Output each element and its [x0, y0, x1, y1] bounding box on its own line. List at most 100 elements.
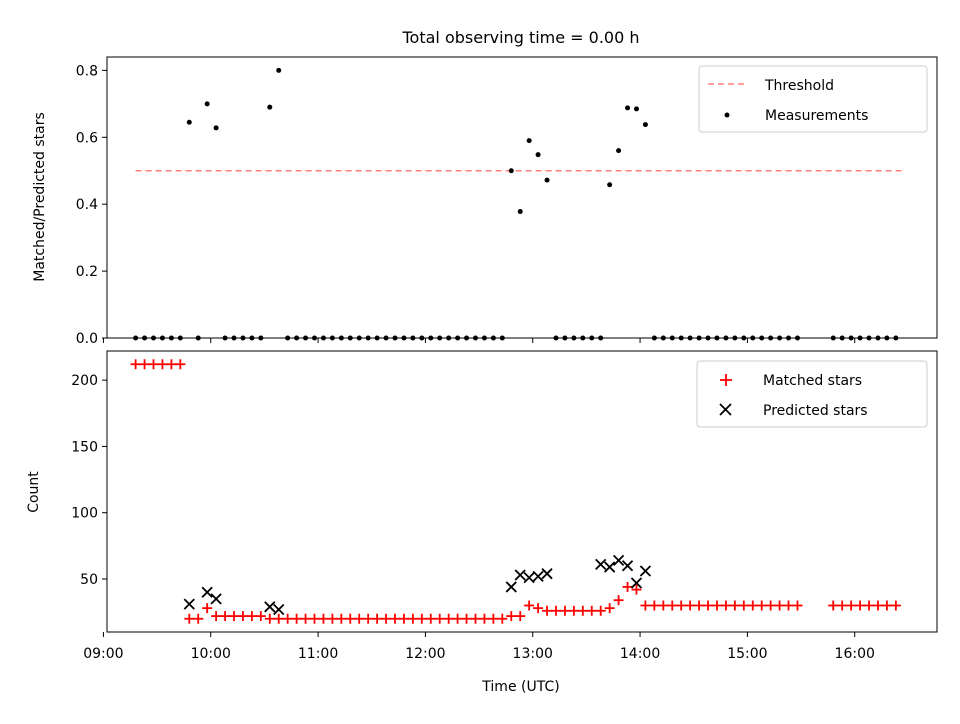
- legend-predicted-label: Predicted stars: [763, 403, 868, 419]
- matched-star-marker: [765, 600, 776, 611]
- matched-star-marker: [184, 613, 195, 624]
- top-legend-box: [698, 65, 928, 133]
- bottom-y-tick-label: 200: [71, 373, 98, 389]
- matched-star-marker: [515, 611, 526, 622]
- measurement-point: [535, 152, 541, 158]
- predicted-star-marker: [621, 560, 634, 572]
- measurement-point: [607, 182, 613, 188]
- predicted-star-marker: [612, 554, 625, 567]
- bottom-y-axis: 50 100 150 200: [71, 373, 107, 588]
- matched-star-marker: [837, 600, 848, 611]
- matched-star-marker: [318, 613, 329, 624]
- matched-star-marker: [345, 613, 356, 624]
- matched-star-marker: [166, 359, 177, 370]
- legend-measurements-label: Measurements: [765, 108, 868, 124]
- matched-star-marker: [220, 611, 231, 622]
- matched-star-marker: [372, 613, 383, 624]
- legend-measurements-swatch: [724, 112, 730, 118]
- measurement-point: [642, 122, 648, 128]
- matched-star-marker: [229, 611, 240, 622]
- measurement-point: [517, 209, 523, 215]
- matched-star-marker: [649, 600, 660, 611]
- matched-star-marker: [855, 600, 866, 611]
- matched-star-marker: [130, 359, 141, 370]
- matched-star-marker: [828, 600, 839, 611]
- matched-star-marker: [738, 600, 749, 611]
- matched-star-marker: [309, 613, 320, 624]
- bottom-y-tick-label: 100: [71, 506, 98, 522]
- bottom-legend: Matched stars Predicted stars: [696, 360, 928, 428]
- matched-star-marker: [452, 613, 463, 624]
- bottom-x-axis: 09:00 10:00 11:00 12:00 13:00 14:00 15:00 16:00: [83, 632, 875, 662]
- matched-star-marker: [550, 605, 561, 616]
- matched-star-marker: [703, 600, 714, 611]
- matched-star-marker: [542, 605, 553, 616]
- x-tick-label: 11:00: [298, 646, 338, 662]
- measurement-point: [213, 125, 219, 131]
- legend-matched-label: Matched stars: [763, 373, 862, 389]
- matched-star-marker: [389, 613, 400, 624]
- matched-star-marker: [533, 603, 544, 614]
- matched-star-marker: [354, 613, 365, 624]
- matched-star-marker: [506, 611, 517, 622]
- matched-star-marker: [148, 359, 159, 370]
- top-y-tick-label: 0.2: [76, 264, 98, 280]
- predicted-stars-points: [183, 554, 652, 616]
- matched-star-marker: [461, 613, 472, 624]
- matched-star-marker: [407, 613, 418, 624]
- matched-star-marker: [291, 613, 302, 624]
- x-tick-label: 10:00: [191, 646, 231, 662]
- bottom-y-tick-label: 50: [80, 572, 98, 588]
- matched-star-marker: [470, 613, 481, 624]
- measurement-point: [204, 101, 210, 107]
- matched-star-marker: [246, 611, 257, 622]
- x-tick-label: 13:00: [513, 646, 553, 662]
- top-x-axis-ticks: [102, 338, 856, 343]
- predicted-star-marker: [514, 569, 526, 581]
- matched-star-marker: [300, 613, 311, 624]
- matched-star-marker: [381, 613, 392, 624]
- measurement-point: [633, 106, 639, 112]
- matched-star-marker: [416, 613, 427, 624]
- matched-star-marker: [783, 600, 794, 611]
- predicted-star-marker: [183, 598, 195, 610]
- matched-stars-points: [130, 359, 901, 624]
- predicted-star-marker: [201, 586, 213, 598]
- matched-star-marker: [774, 600, 785, 611]
- bottom-y-tick-label: 150: [71, 439, 98, 455]
- matched-star-marker: [720, 600, 731, 611]
- measurement-point: [544, 177, 550, 183]
- matched-star-marker: [622, 581, 633, 592]
- matched-star-marker: [157, 359, 168, 370]
- matched-star-marker: [667, 600, 678, 611]
- measurement-point: [616, 148, 622, 154]
- matched-star-marker: [872, 600, 883, 611]
- top-plot-frame: [106, 56, 938, 339]
- matched-star-marker: [255, 611, 266, 622]
- bottom-panel: 50 100 150 200 09:00 10:00 11:00 12:00 13:00 14:…: [26, 350, 938, 695]
- bottom-legend-box: [696, 360, 928, 428]
- measurement-point: [276, 67, 282, 73]
- top-y-tick-label: 0.0: [76, 331, 98, 347]
- legend-predicted-swatch: [719, 403, 732, 416]
- matched-star-marker: [425, 613, 436, 624]
- top-y-axis: 0.0 0.2 0.4 0.6 0.8: [76, 63, 107, 347]
- matched-star-marker: [711, 600, 722, 611]
- measurement-point: [508, 168, 514, 174]
- top-legend: Threshold Measurements: [698, 65, 928, 133]
- top-y-tick-label: 0.8: [76, 63, 98, 79]
- matched-star-marker: [881, 600, 892, 611]
- x-tick-label: 12:00: [405, 646, 445, 662]
- predicted-star-marker: [532, 570, 544, 582]
- matched-star-marker: [443, 613, 454, 624]
- chart-title: Total observing time = 0.00 h: [401, 28, 639, 47]
- legend-threshold-label: Threshold: [764, 78, 834, 94]
- matched-star-marker: [524, 600, 535, 611]
- matched-star-marker: [488, 613, 499, 624]
- predicted-star-marker: [523, 572, 535, 584]
- predicted-star-marker: [595, 558, 607, 571]
- matched-star-marker: [264, 613, 275, 624]
- matched-star-marker: [193, 613, 204, 624]
- matched-star-marker: [640, 600, 651, 611]
- matched-star-marker: [175, 359, 186, 370]
